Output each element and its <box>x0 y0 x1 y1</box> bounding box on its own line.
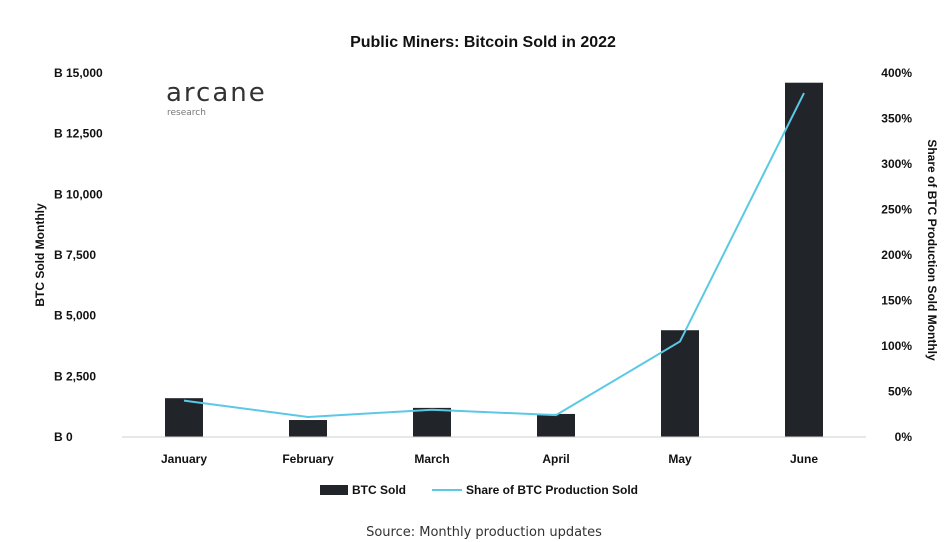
x-tick-label: January <box>161 452 207 466</box>
right-tick-label: 400% <box>881 66 912 80</box>
left-tick-label: B 12,500 <box>54 127 103 141</box>
line-series <box>183 92 805 418</box>
logo-name: arcane <box>166 78 267 108</box>
right-tick-label: 100% <box>881 339 912 353</box>
x-tick-label: June <box>790 452 818 466</box>
x-axis-ticks: January February March April May June <box>161 452 818 466</box>
left-axis-ticks: B 0 B 2,500 B 5,000 B 7,500 B 10,000 B 12,500… <box>54 66 103 444</box>
legend-label-btc-sold: BTC Sold <box>352 483 406 497</box>
logo: arcane research <box>166 78 267 118</box>
left-tick-label: B 7,500 <box>54 248 96 262</box>
left-axis-title: BTC Sold Monthly <box>33 203 47 307</box>
right-tick-label: 250% <box>881 203 912 217</box>
right-tick-label: 350% <box>881 112 912 126</box>
x-tick-label: May <box>668 452 692 466</box>
right-tick-label: 300% <box>881 157 912 171</box>
legend-swatch-btc-sold <box>320 485 348 495</box>
right-tick-label: 200% <box>881 248 912 262</box>
right-tick-label: 50% <box>888 385 912 399</box>
left-tick-label: B 15,000 <box>54 66 103 80</box>
left-tick-label: B 2,500 <box>54 369 96 383</box>
left-tick-label: B 10,000 <box>54 187 103 201</box>
x-tick-label: March <box>414 452 449 466</box>
x-tick-label: February <box>282 452 334 466</box>
bar-may <box>661 330 699 437</box>
right-tick-label: 150% <box>881 294 912 308</box>
bar-january <box>165 398 203 437</box>
right-axis-title: Share of BTC Production Sold Monthly <box>925 139 939 361</box>
bar-series <box>165 82 823 437</box>
bar-june <box>785 82 823 437</box>
source-note: Source: Monthly production updates <box>366 525 602 540</box>
legend-label-share: Share of BTC Production Sold <box>466 483 638 497</box>
right-tick-label: 0% <box>895 430 913 444</box>
share-line <box>183 92 805 418</box>
right-axis-ticks: 0% 50% 100% 150% 200% 250% 300% 350% 400% <box>881 66 912 444</box>
bar-march <box>413 407 451 437</box>
left-tick-label: B 0 <box>54 430 73 444</box>
legend: BTC Sold Share of BTC Production Sold <box>320 483 638 497</box>
bar-february <box>289 420 327 437</box>
left-tick-label: B 5,000 <box>54 309 96 323</box>
logo-sub: research <box>167 108 206 118</box>
bar-april <box>537 413 575 437</box>
chart-title: Public Miners: Bitcoin Sold in 2022 <box>350 34 616 51</box>
x-tick-label: April <box>542 452 569 466</box>
